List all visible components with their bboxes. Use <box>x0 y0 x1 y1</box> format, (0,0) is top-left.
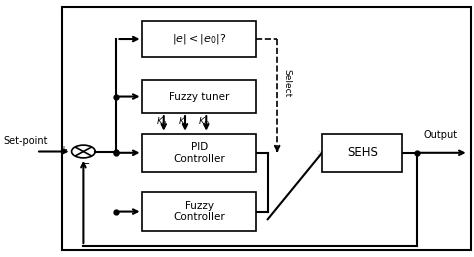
Text: Output: Output <box>423 130 457 140</box>
Text: −: − <box>81 159 91 169</box>
Bar <box>143 21 256 57</box>
Text: $K_I$: $K_I$ <box>178 116 187 128</box>
Text: Fuzzy
Controller: Fuzzy Controller <box>173 201 225 222</box>
Text: Select: Select <box>283 69 292 97</box>
Text: $K_D$: $K_D$ <box>198 116 210 128</box>
Text: PID
Controller: PID Controller <box>173 142 225 164</box>
Bar <box>62 7 471 250</box>
Text: +: + <box>59 145 67 155</box>
Bar <box>143 192 256 231</box>
Text: $K_P$: $K_P$ <box>155 116 167 128</box>
Bar <box>143 134 256 172</box>
Text: $|e|<|e_0|?$: $|e|<|e_0|?$ <box>172 32 227 46</box>
Bar <box>322 134 402 172</box>
Bar <box>143 80 256 113</box>
Text: Set-point: Set-point <box>3 136 47 146</box>
Text: Fuzzy tuner: Fuzzy tuner <box>169 91 229 102</box>
Text: SEHS: SEHS <box>347 146 378 159</box>
